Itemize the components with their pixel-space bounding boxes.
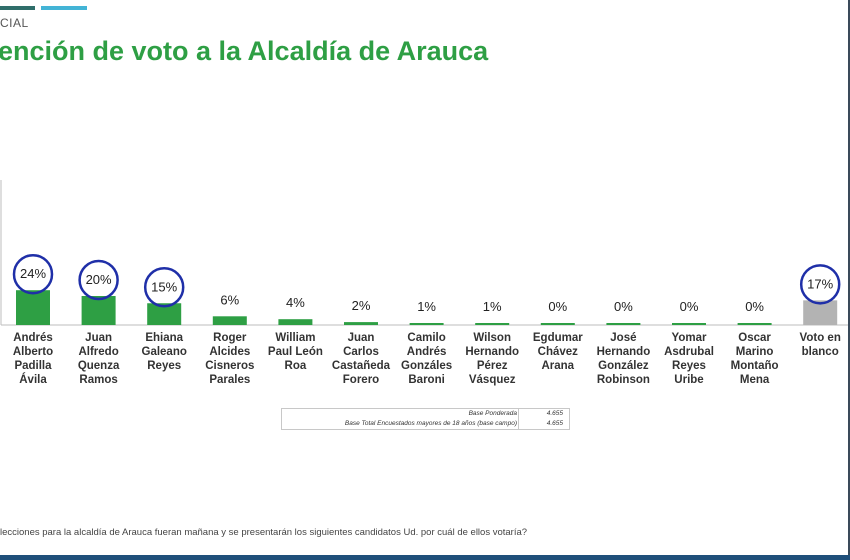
data-label: 2% xyxy=(352,298,371,313)
highlight-circle xyxy=(799,264,841,305)
category-label: Yomar Asdrubal Reyes Uribe xyxy=(664,332,714,386)
header-accent-bar-dark xyxy=(0,6,35,10)
bar xyxy=(278,319,313,325)
data-label: 0% xyxy=(614,299,633,314)
category-label: William Paul León Roa xyxy=(268,332,323,372)
base-row-total: Base Total Encuestados mayores de 18 año… xyxy=(282,419,569,429)
survey-question: lecciones para la alcaldía de Arauca fue… xyxy=(0,527,528,538)
bar xyxy=(344,322,378,325)
base-row-label: Base Total Encuestados mayores de 18 año… xyxy=(344,420,517,427)
category-label: Roger Alcides Cisneros Parales xyxy=(205,332,254,386)
data-label: 15% xyxy=(151,279,177,294)
category-label: Andrés Alberto Padilla Ávila xyxy=(13,332,53,386)
base-row-value: 4.655 xyxy=(546,420,563,427)
slide-right-border xyxy=(848,0,850,560)
bar xyxy=(475,323,510,325)
category-label: Juan Carlos Castañeda Forero xyxy=(332,332,391,386)
bar xyxy=(409,323,444,325)
data-label: 4% xyxy=(286,295,305,310)
base-row-weighted: Base Ponderada 4.655 xyxy=(282,409,569,419)
data-label: 20% xyxy=(86,272,112,287)
header-accent-bar-light xyxy=(41,6,87,10)
bar xyxy=(16,290,50,325)
bar xyxy=(212,316,247,325)
data-label: 1% xyxy=(483,299,502,314)
bar xyxy=(737,323,772,325)
base-row-value: 4.655 xyxy=(546,410,563,417)
highlight-circle xyxy=(12,253,54,295)
data-label: 6% xyxy=(220,292,239,307)
base-row-label: Base Ponderada xyxy=(468,410,517,417)
highlight-circle xyxy=(78,259,119,301)
bar xyxy=(81,296,116,325)
vote-intention-bar-chart: 24% Andrés Alberto Padilla Ávila 20% Juan Alfre… xyxy=(0,180,848,386)
data-label: 0% xyxy=(548,299,567,314)
category-label: Voto en blanco xyxy=(800,332,841,358)
category-label: Juan Alfredo Quenza Ramos xyxy=(78,332,120,386)
section-label: CIAL xyxy=(0,16,29,30)
category-label: Ehiana Galeano Reyes xyxy=(142,332,187,372)
bar xyxy=(540,323,575,325)
base-table-divider xyxy=(518,409,519,429)
category-label: Camilo Andrés Gonzáles Baroni xyxy=(401,332,452,386)
base-table: Base Ponderada 4.655 Base Total Encuesta… xyxy=(281,408,570,430)
data-label: 24% xyxy=(20,266,46,281)
category-label: Oscar Marino Montaño Mena xyxy=(731,332,779,386)
data-label: 1% xyxy=(417,299,436,314)
bar xyxy=(672,323,706,325)
footer-bar xyxy=(0,555,850,560)
data-label: 17% xyxy=(807,276,833,291)
highlight-circle xyxy=(143,267,185,308)
data-label: 0% xyxy=(680,299,699,314)
category-label: Wilson Hernando Pérez Vásquez xyxy=(465,332,519,386)
category-label: José Hernando González Robinson xyxy=(597,332,651,386)
data-label: 0% xyxy=(745,299,764,314)
bar xyxy=(147,303,182,325)
bar xyxy=(606,323,641,325)
category-label: Egdumar Chávez Arana xyxy=(533,332,583,372)
page-title: ención de voto a la Alcaldía de Arauca xyxy=(0,36,489,66)
